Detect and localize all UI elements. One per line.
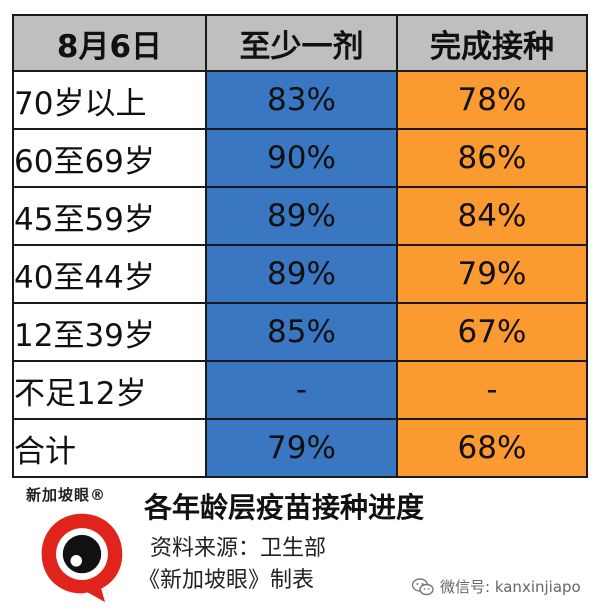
wechat-id: 微信号: kanxinjiapo [440, 578, 581, 596]
fully-vaccinated-value: 78% [396, 70, 588, 130]
table-header-row: 8月6日 至少一剂 完成接种 [12, 14, 588, 72]
fully-vaccinated-value: 68% [396, 418, 588, 478]
at-least-one-dose-value: 89% [205, 186, 398, 246]
logo-text: 新加坡眼® [26, 486, 107, 504]
wechat-watermark: 微信号: kanxinjiapo [412, 576, 581, 597]
row-label: 60至69岁 [12, 128, 207, 188]
table-row-total: 合计 79% 68% [12, 418, 588, 478]
at-least-one-dose-value: 89% [205, 244, 398, 304]
at-least-one-dose-value: 83% [205, 70, 398, 130]
fully-vaccinated-value: 79% [396, 244, 588, 304]
eye-logo-icon [41, 513, 123, 603]
table-row: 60至69岁 90% 86% [12, 128, 588, 188]
footer: 新加坡眼® 各年龄层疫苗接种进度 资料来源：卫生部 《新加坡眼》制表 微信号: … [0, 474, 601, 615]
fully-vaccinated-value: 84% [396, 186, 588, 246]
fully-vaccinated-value: 86% [396, 128, 588, 188]
maker-note: 《新加坡眼》制表 [138, 568, 315, 593]
vaccination-table: 8月6日 至少一剂 完成接种 70岁以上 83% 78% 60至69岁 90% … [12, 14, 588, 478]
row-label: 45至59岁 [12, 186, 207, 246]
row-label: 12至39岁 [12, 302, 207, 362]
source-note: 资料来源：卫生部 [150, 536, 327, 561]
table-row: 不足12岁 - - [12, 360, 588, 420]
table-row: 12至39岁 85% 67% [12, 302, 588, 362]
chart-title: 各年龄层疫苗接种进度 [144, 491, 425, 524]
row-label: 不足12岁 [12, 360, 207, 420]
wechat-icon [412, 577, 434, 595]
at-least-one-dose-value: 79% [205, 418, 398, 478]
at-least-one-dose-value: 90% [205, 128, 398, 188]
fully-vaccinated-value: 67% [396, 302, 588, 362]
table-row: 45至59岁 89% 84% [12, 186, 588, 246]
row-label: 70岁以上 [12, 70, 207, 130]
at-least-one-dose-value: 85% [205, 302, 398, 362]
row-label: 合计 [12, 418, 207, 478]
header-at-least-one-dose: 至少一剂 [205, 14, 398, 72]
table-row: 40至44岁 89% 79% [12, 244, 588, 304]
fully-vaccinated-value: - [396, 360, 588, 420]
row-label: 40至44岁 [12, 244, 207, 304]
header-date: 8月6日 [12, 14, 207, 72]
at-least-one-dose-value: - [205, 360, 398, 420]
table-row: 70岁以上 83% 78% [12, 70, 588, 130]
header-fully-vaccinated: 完成接种 [396, 14, 588, 72]
